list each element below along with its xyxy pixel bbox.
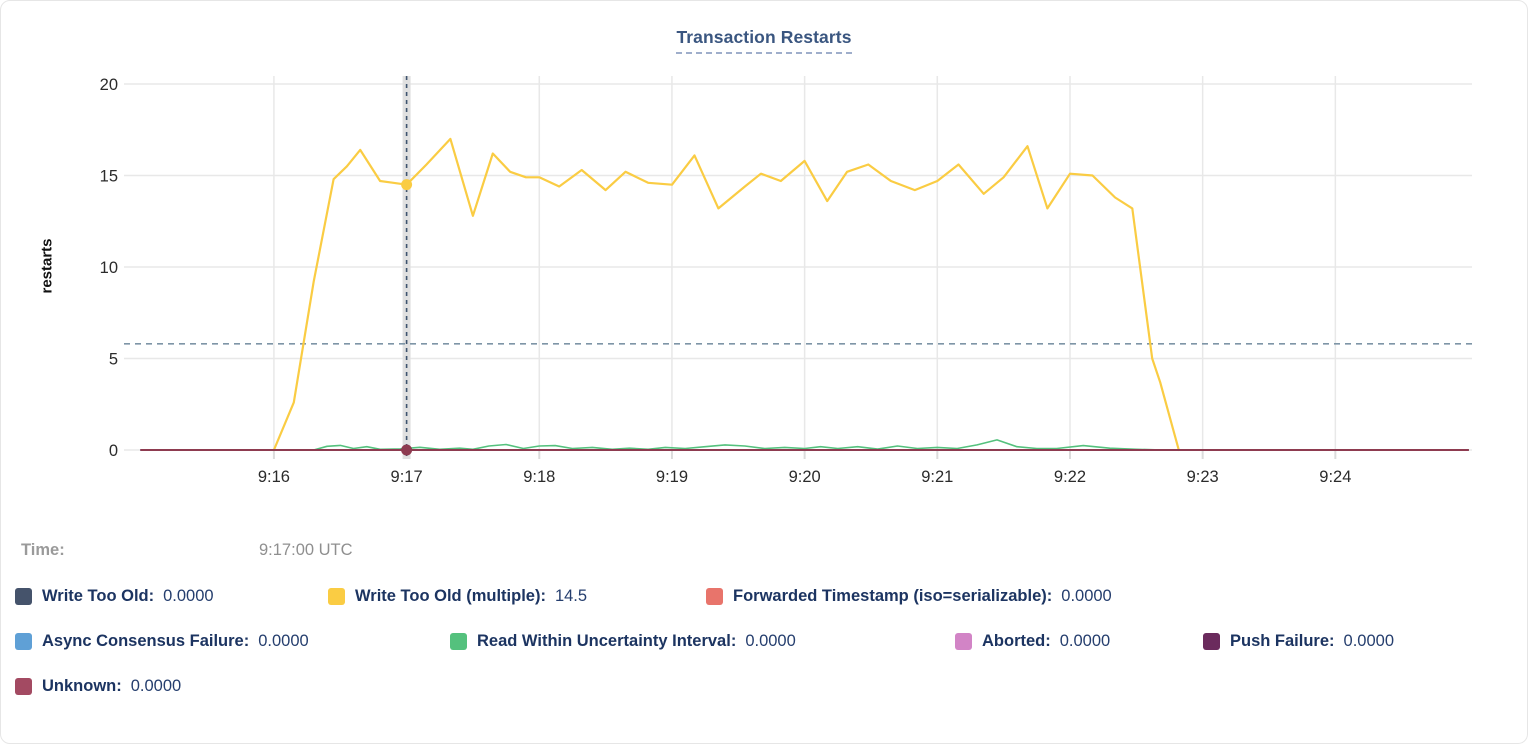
legend-swatch bbox=[15, 632, 32, 650]
legend-value: 0.0000 bbox=[1061, 586, 1112, 605]
time-label: Time: bbox=[21, 541, 65, 559]
legend-value: 0.0000 bbox=[130, 676, 182, 695]
hover-band bbox=[402, 76, 411, 459]
x-tick-label: 9:22 bbox=[1054, 468, 1086, 486]
x-tick-label: 9:20 bbox=[789, 468, 821, 486]
legend-swatch bbox=[1203, 632, 1220, 650]
legend-item-forwarded-timestamp-iso-serializable[interactable]: Forwarded Timestamp (iso=serializable): 0… bbox=[706, 587, 1112, 606]
hover-dot-write-too-old-multiple bbox=[401, 179, 413, 191]
hover-readout: Time: 9:17:00 UTC bbox=[21, 541, 1507, 565]
x-tick-label: 9:17 bbox=[391, 468, 423, 486]
chart-header: Transaction Restarts bbox=[1, 27, 1527, 54]
legend-row: Unknown: 0.0000 bbox=[15, 675, 1511, 697]
legend-value: 0.0000 bbox=[1343, 631, 1394, 650]
series-read-within-uncertainty-interval bbox=[140, 439, 1469, 451]
legend-item-unknown[interactable]: Unknown: 0.0000 bbox=[15, 677, 181, 696]
legend-item-aborted[interactable]: Aborted: 0.0000 bbox=[955, 632, 1203, 651]
legend-label: Write Too Old (multiple): bbox=[355, 586, 546, 605]
legend-label: Read Within Uncertainty Interval: bbox=[477, 631, 737, 650]
legend-value: 0.0000 bbox=[163, 586, 214, 605]
legend-label: Push Failure: bbox=[1230, 631, 1335, 650]
y-tick-label: 20 bbox=[100, 76, 118, 94]
legend-label: Forwarded Timestamp (iso=serializable): bbox=[733, 586, 1053, 605]
x-tick-label: 9:19 bbox=[656, 468, 688, 486]
hover-dot-unknown bbox=[401, 444, 413, 456]
chart-title[interactable]: Transaction Restarts bbox=[676, 27, 852, 54]
legend-label: Unknown: bbox=[42, 676, 122, 695]
y-tick-label: 5 bbox=[109, 351, 118, 369]
legend-swatch bbox=[328, 587, 345, 605]
legend-value: 14.5 bbox=[554, 586, 588, 605]
legend-item-push-failure[interactable]: Push Failure: 0.0000 bbox=[1203, 632, 1394, 651]
legend-label: Async Consensus Failure: bbox=[42, 631, 250, 650]
legend-value: 0.0000 bbox=[745, 631, 796, 650]
legend-item-async-consensus-failure[interactable]: Async Consensus Failure: 0.0000 bbox=[15, 632, 450, 651]
legend-item-write-too-old[interactable]: Write Too Old: 0.0000 bbox=[15, 587, 328, 606]
legend-item-read-within-uncertainty-interval[interactable]: Read Within Uncertainty Interval: 0.0000 bbox=[450, 632, 955, 651]
x-tick-label: 9:23 bbox=[1187, 468, 1219, 486]
series-write-too-old-multiple bbox=[272, 137, 1180, 452]
x-tick-label: 9:16 bbox=[258, 468, 290, 486]
legend-row: Write Too Old: 0.0000 Write Too Old (multi… bbox=[15, 585, 1511, 607]
x-tick-label: 9:21 bbox=[921, 468, 953, 486]
legend-swatch bbox=[955, 632, 972, 650]
x-tick-label: 9:24 bbox=[1319, 468, 1351, 486]
y-tick-label: 10 bbox=[100, 259, 118, 277]
legend-swatch bbox=[706, 587, 723, 605]
legend-swatch bbox=[450, 632, 467, 650]
legend-swatch bbox=[15, 677, 32, 695]
time-value: 9:17:00 UTC bbox=[259, 541, 353, 559]
legend-label: Write Too Old: bbox=[42, 586, 155, 605]
legend-item-write-too-old-multiple[interactable]: Write Too Old (multiple): 14.5 bbox=[328, 587, 706, 606]
legend-value: 0.0000 bbox=[1059, 631, 1111, 650]
legend-label: Aborted: bbox=[982, 631, 1051, 650]
y-tick-label: 0 bbox=[109, 442, 118, 460]
x-tick-label: 9:18 bbox=[523, 468, 555, 486]
legend-row: Async Consensus Failure: 0.0000 Read Withi… bbox=[15, 630, 1511, 652]
legend-swatch bbox=[15, 587, 32, 605]
y-tick-label: 15 bbox=[100, 168, 118, 186]
chart-legend: Write Too Old: 0.0000 Write Too Old (multi… bbox=[15, 585, 1511, 720]
y-axis-title: restarts bbox=[38, 238, 56, 294]
legend-value: 0.0000 bbox=[258, 631, 309, 650]
transaction-restarts-chart[interactable]: 0 5 10 15 20 9:16 9:17 9:18 9:19 9:20 9:21 9:22 9:23… bbox=[1, 61, 1528, 501]
